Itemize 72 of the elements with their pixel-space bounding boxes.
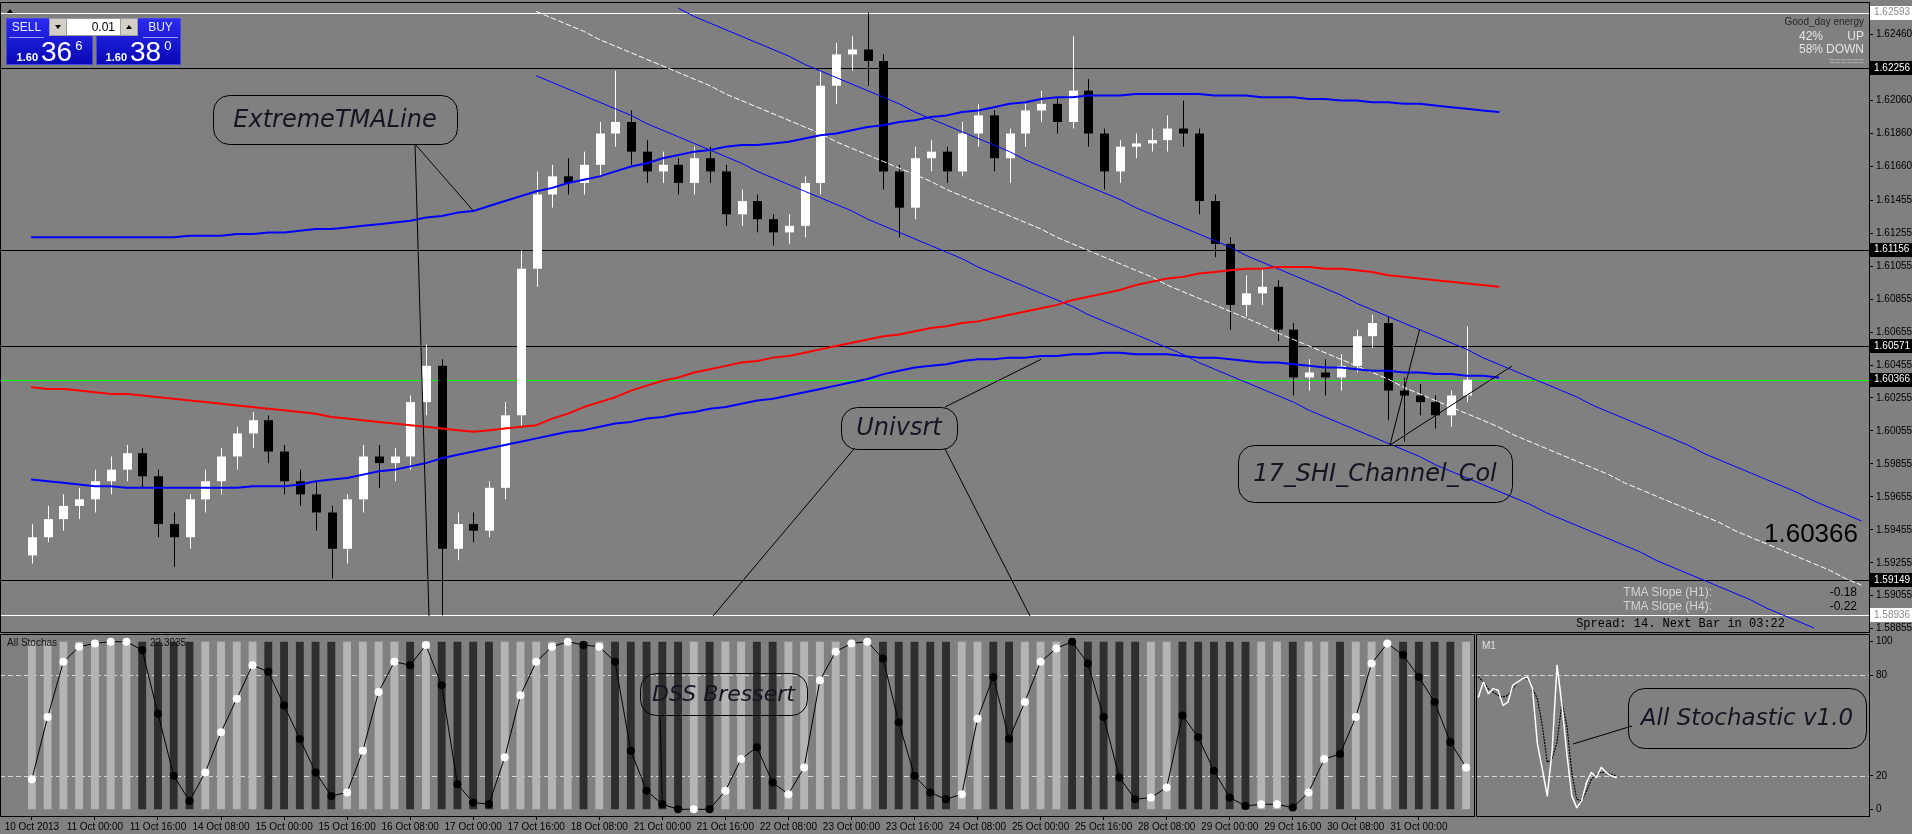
sell-button: SELL xyxy=(6,18,47,38)
annotation: All Stochastic v1.0 xyxy=(1638,703,1854,730)
x-tick-label: 23 Oct 00:00 xyxy=(822,820,881,832)
annotation: TMA Slope (H1): xyxy=(1623,585,1712,599)
y-tick-label: 1.60255 xyxy=(1876,391,1912,403)
x-tick-label: 29 Oct 00:00 xyxy=(1201,820,1259,832)
x-tick-label: 16 Oct 08:00 xyxy=(381,820,440,832)
y-tick-label: 1.59055 xyxy=(1876,589,1912,601)
annotation: 42% xyxy=(1799,29,1824,43)
ref-line-label: 1.62593 xyxy=(1874,6,1911,18)
x-tick-label: 23 Oct 16:00 xyxy=(885,820,944,832)
x-tick-label: 17 Oct 00:00 xyxy=(444,820,503,832)
annotation: -0.22 xyxy=(1829,599,1858,613)
y-tick-label: 1.60455 xyxy=(1876,358,1912,370)
y-tick-label: 1.61860 xyxy=(1876,127,1912,139)
y-tick-label: 1.59455 xyxy=(1876,523,1912,535)
y-tick-label: 1.58855 xyxy=(1876,622,1912,634)
annotation: 1.60366 xyxy=(1764,518,1858,548)
lot-size-field: 0.01 xyxy=(66,18,121,36)
x-tick-label: 22 Oct 08:00 xyxy=(759,820,818,832)
ref-line-label: 1.61156 xyxy=(1874,243,1910,255)
y-tick-label: 1.59855 xyxy=(1876,457,1912,469)
ref-line-label: 1.59149 xyxy=(1874,574,1911,586)
x-tick-label: 25 Oct 16:00 xyxy=(1074,820,1133,832)
annotation: Good_day energy xyxy=(1784,16,1864,27)
annotation: Univsrt xyxy=(856,413,944,442)
annotation: DOWN xyxy=(1826,42,1864,56)
y-tick-label: 1.62060 xyxy=(1876,94,1912,106)
x-tick-label: 17 Oct 16:00 xyxy=(507,820,566,832)
x-tick-label: 31 Oct 00:00 xyxy=(1390,820,1448,832)
y-tick-label: 1.61055 xyxy=(1876,259,1912,271)
x-tick-label: 28 Oct 08:00 xyxy=(1138,820,1196,832)
y-tick-label: 0 xyxy=(1876,803,1882,815)
x-tick-label: 14 Oct 08:00 xyxy=(192,820,251,832)
y-tick-label: 1.61455 xyxy=(1876,194,1912,205)
y-tick-label: 1.59655 xyxy=(1876,490,1912,502)
annotation: ====== xyxy=(1828,56,1865,67)
y-tick-label: 1.59255 xyxy=(1876,556,1912,568)
annotation: -0.18 xyxy=(1829,585,1858,599)
annotation: All Stochas xyxy=(7,637,58,648)
ref-line-label: 1.58936 xyxy=(1874,609,1911,621)
x-tick-label: 10 Oct 2013 xyxy=(4,820,60,832)
x-tick-label: 18 Oct 08:00 xyxy=(570,820,629,832)
y-tick-label: 1.60655 xyxy=(1876,325,1912,337)
x-tick-label: 21 Oct 00:00 xyxy=(633,820,692,832)
y-tick-label: 1.60055 xyxy=(1876,424,1912,436)
x-tick-label: 25 Oct 00:00 xyxy=(1011,820,1070,832)
y-tick-label: 1.62460 xyxy=(1876,28,1912,40)
x-tick-label: 11 Oct 16:00 xyxy=(129,820,187,832)
annotation: TMA Slope (H4): xyxy=(1623,599,1712,613)
x-tick-label: 15 Oct 00:00 xyxy=(255,820,314,832)
annotation: M1 xyxy=(1482,640,1497,651)
annotation: ExtremeTMALine xyxy=(233,104,437,133)
ref-line-label: 1.62256 xyxy=(1874,62,1911,74)
x-tick-label: 24 Oct 08:00 xyxy=(948,820,1007,832)
ref-line-label: 1.60366 xyxy=(1874,373,1911,385)
y-tick-label: 20 xyxy=(1876,769,1888,781)
x-tick-label: 30 Oct 08:00 xyxy=(1327,820,1385,832)
x-tick-label: 15 Oct 16:00 xyxy=(318,820,377,832)
y-tick-label: 100 xyxy=(1876,635,1894,647)
buy-button: BUY xyxy=(140,18,181,38)
x-tick-label: 11 Oct 00:00 xyxy=(66,820,124,832)
ref-line-label: 1.60571 xyxy=(1874,339,1911,351)
annotation: 58% xyxy=(1799,42,1824,56)
y-tick-label: 1.61660 xyxy=(1876,160,1912,172)
x-tick-label: 29 Oct 16:00 xyxy=(1264,820,1322,832)
y-tick-label: 1.60855 xyxy=(1876,292,1912,304)
annotation: UP xyxy=(1847,29,1864,43)
annotation: Spread: 14. Next Bar in 03:22 xyxy=(1576,617,1785,631)
x-tick-label: 21 Oct 16:00 xyxy=(696,820,755,832)
y-tick-label: 1.61255 xyxy=(1876,226,1912,238)
y-tick-label: 80 xyxy=(1876,668,1888,680)
